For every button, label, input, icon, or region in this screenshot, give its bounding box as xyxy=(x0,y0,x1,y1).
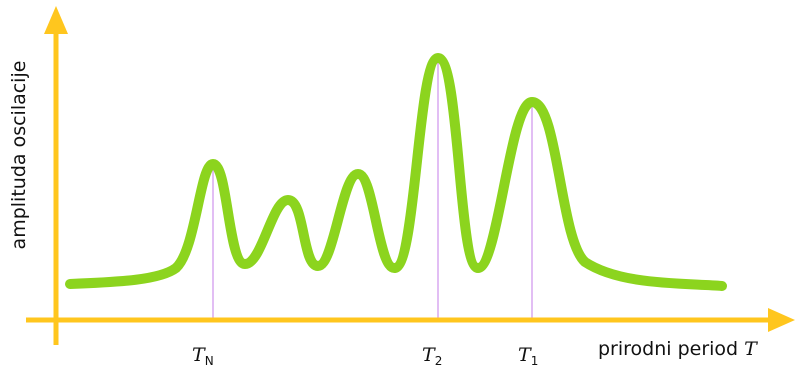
x-axis-arrow xyxy=(768,308,795,332)
marker-label-t1: T1 xyxy=(518,344,538,367)
axes xyxy=(26,6,795,345)
marker-subscript-tn: N xyxy=(205,354,214,367)
y-axis-arrow xyxy=(44,6,68,34)
marker-label-tn: TN xyxy=(192,344,214,367)
marker-symbol-t2: T xyxy=(422,344,436,366)
x-axis-label: prirodni period T xyxy=(598,338,758,360)
x-axis-label-symbol: T xyxy=(744,338,758,360)
x-axis-label-text: prirodni period xyxy=(598,338,744,360)
amplitude-curve xyxy=(65,53,727,291)
marker-label-t2: T2 xyxy=(422,344,442,367)
marker-subscript-t1: 1 xyxy=(531,354,539,367)
marker-symbol-t1: T xyxy=(518,344,532,366)
marker-symbol-tn: T xyxy=(192,344,206,366)
marker-subscript-t2: 2 xyxy=(435,354,443,367)
y-axis-label: amplituda oscilacije xyxy=(8,61,30,250)
